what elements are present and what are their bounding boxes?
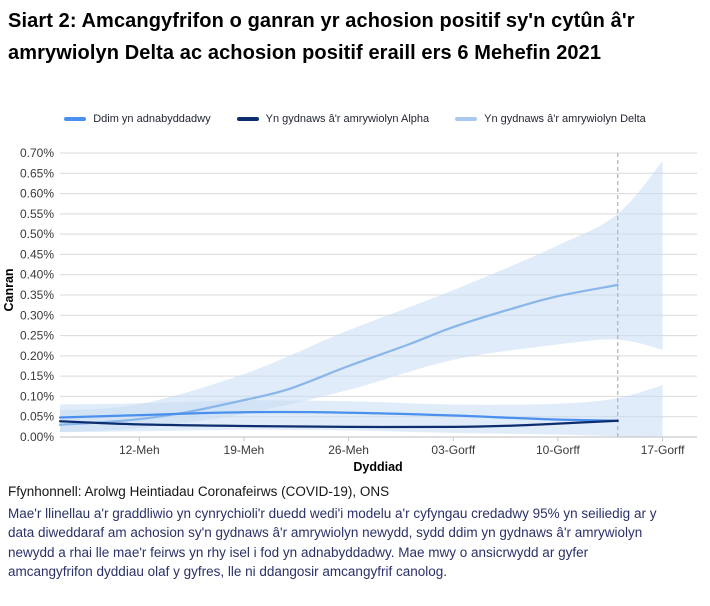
legend-label: Yn gydnaws â'r amrywiolyn Delta xyxy=(484,113,646,125)
methodology-note: Mae'r llinellau a'r graddliwio yn cynryc… xyxy=(8,505,657,580)
legend-item-ddim: Ddim yn adnabyddadwy xyxy=(64,113,211,125)
svg-text:0.10%: 0.10% xyxy=(20,389,54,403)
axes-and-ticks: 0.00% 0.05% 0.10% 0.15% 0.20% 0.25% 0.30% 0.35%… xyxy=(20,146,685,457)
svg-text:0.25%: 0.25% xyxy=(20,329,54,343)
svg-text:0.30%: 0.30% xyxy=(20,308,54,322)
confidence-bands xyxy=(60,161,663,437)
x-axis-title: Dyddiad xyxy=(353,460,402,474)
svg-text:10-Gorff: 10-Gorff xyxy=(536,443,580,457)
svg-text:19-Meh: 19-Meh xyxy=(224,443,265,457)
line-swatch-icon xyxy=(236,117,259,121)
y-axis-title: Canran xyxy=(2,268,16,311)
chart-footer: Ffynhonnell: Arolwg Heintiadau Coronafei… xyxy=(8,482,660,582)
svg-text:0.20%: 0.20% xyxy=(20,349,54,363)
svg-text:0.70%: 0.70% xyxy=(20,146,54,160)
svg-text:0.15%: 0.15% xyxy=(20,369,54,383)
legend-label: Ddim yn adnabyddadwy xyxy=(93,113,211,125)
svg-text:0.50%: 0.50% xyxy=(20,227,54,241)
svg-text:0.65%: 0.65% xyxy=(20,166,54,180)
svg-text:17-Gorff: 17-Gorff xyxy=(641,443,685,457)
legend-item-delta: Yn gydnaws â'r amrywiolyn Delta xyxy=(455,113,646,125)
svg-text:0.05%: 0.05% xyxy=(20,410,54,424)
chart-area: 0.00% 0.05% 0.10% 0.15% 0.20% 0.25% 0.30% 0.35%… xyxy=(0,140,710,480)
svg-text:0.55%: 0.55% xyxy=(20,207,54,221)
svg-text:0.45%: 0.45% xyxy=(20,247,54,261)
svg-text:0.60%: 0.60% xyxy=(20,187,54,201)
source-line: Ffynhonnell: Arolwg Heintiadau Coronafei… xyxy=(8,484,390,499)
page-title: Siart 2: Amcangyfrifon o ganran yr achos… xyxy=(8,10,635,64)
legend-label: Yn gydnaws â'r amrywiolyn Alpha xyxy=(265,113,430,125)
svg-text:0.00%: 0.00% xyxy=(20,430,54,444)
legend-item-alpha: Yn gydnaws â'r amrywiolyn Alpha xyxy=(236,113,430,125)
svg-text:12-Meh: 12-Meh xyxy=(119,443,160,457)
chart-plot: 0.00% 0.05% 0.10% 0.15% 0.20% 0.25% 0.30% 0.35%… xyxy=(2,146,697,474)
chart-legend: Ddim yn adnabyddadwy Yn gydnaws â'r amry… xyxy=(0,113,710,125)
line-swatch-icon xyxy=(455,117,478,121)
series-lines xyxy=(58,283,619,429)
svg-text:0.35%: 0.35% xyxy=(20,288,54,302)
line-swatch-icon xyxy=(64,117,87,121)
svg-text:0.40%: 0.40% xyxy=(20,268,54,282)
svg-text:03-Gorff: 03-Gorff xyxy=(431,443,475,457)
svg-text:26-Meh: 26-Meh xyxy=(328,443,369,457)
